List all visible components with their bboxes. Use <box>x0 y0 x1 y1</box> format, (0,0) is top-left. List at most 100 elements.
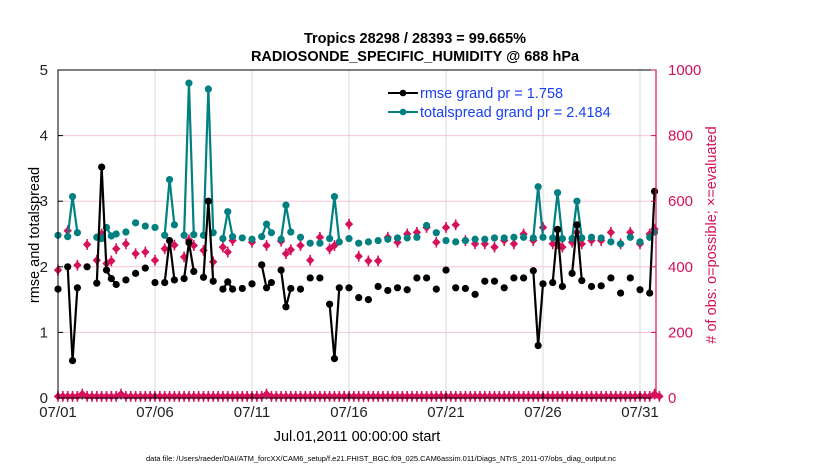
rmse-point <box>573 221 581 229</box>
rmse-point <box>122 276 130 284</box>
y2-tick-label: 400 <box>668 259 693 276</box>
rmse-point <box>224 278 232 286</box>
rmse-point <box>258 261 266 269</box>
totalspread-point <box>185 79 193 87</box>
totalspread-point <box>112 230 120 238</box>
y-axis-label: rmse and totalspread <box>27 167 43 303</box>
rmse-segment <box>95 167 103 284</box>
rmse-point <box>209 277 217 285</box>
rmse-point <box>578 276 586 285</box>
totalspread-segment <box>333 196 341 242</box>
legend-label-rmse: rmse grand pr = 1.758 <box>420 86 563 102</box>
y2-tick-label: 1000 <box>668 62 701 79</box>
rmse-point <box>423 274 431 282</box>
rmse-point <box>471 290 479 298</box>
totalspread-point <box>432 229 440 237</box>
totalspread-point <box>520 233 528 241</box>
rmse-point <box>185 238 193 247</box>
totalspread-point <box>578 234 586 242</box>
rmse-point <box>568 269 576 277</box>
totalspread-segment <box>571 201 579 239</box>
totalspread-point <box>282 201 290 209</box>
legend-item-totalspread: totalspread grand pr = 2.4184 <box>388 105 611 121</box>
y-tick-label: 3 <box>40 193 48 210</box>
totalspread-point <box>267 229 275 237</box>
rmse-point <box>93 279 101 287</box>
totalspread-point <box>558 234 567 243</box>
totalspread-point <box>481 235 489 243</box>
x-tick-label: 07/16 <box>330 404 368 421</box>
rmse-segment <box>71 287 79 361</box>
y-tick-label: 0 <box>40 390 48 407</box>
rmse-point <box>316 274 324 282</box>
rmse-point <box>102 266 111 274</box>
totalspread-point <box>330 193 339 201</box>
totalspread-segment <box>556 192 564 239</box>
rmse-segment <box>551 229 559 283</box>
totalspread-segment <box>551 192 559 239</box>
totalspread-segment <box>280 204 288 240</box>
totalspread-point <box>316 239 324 247</box>
totalspread-point <box>553 189 562 197</box>
legend-item-rmse: rmse grand pr = 1.758 <box>388 86 563 102</box>
totalspread-point <box>587 233 596 241</box>
totalspread-point <box>132 219 140 227</box>
rmse-point <box>549 278 557 287</box>
totalspread-point <box>500 234 508 242</box>
totalspread-point <box>68 193 77 201</box>
rmse-point <box>141 264 149 272</box>
rmse-point <box>432 285 440 293</box>
rmse-point <box>355 294 363 302</box>
rmse-segment <box>280 269 288 307</box>
chart-subtitle: RADIOSONDE_SPECIFIC_HUMIDITY @ 688 hPa <box>251 49 580 65</box>
x-axis-ticks: 07/01 07/06 07/11 07/16 07/21 07/26 07/31 <box>39 393 659 421</box>
rmse-point <box>277 266 285 274</box>
rmse-segment <box>260 264 268 289</box>
totalspread-point <box>335 238 343 246</box>
totalspread-point <box>355 239 363 247</box>
totalspread-point <box>549 234 557 242</box>
rmse-point <box>345 284 353 292</box>
rmse-segment <box>207 201 215 282</box>
rmse-segment <box>168 240 176 281</box>
totalspread-point <box>151 223 159 232</box>
rmse-point <box>267 278 275 287</box>
totalspread-point <box>258 233 266 241</box>
rmse-segment <box>575 224 583 281</box>
y2-axis-ticks: 0 200 400 600 800 1000 <box>651 62 701 407</box>
totalspread-segment <box>328 196 336 239</box>
rmse-point <box>553 225 562 234</box>
totalspread-point <box>287 228 295 236</box>
rmse-point <box>650 187 659 195</box>
rmse-point <box>461 284 469 293</box>
x-tick-label: 07/26 <box>524 404 562 421</box>
rmse-point <box>558 282 567 291</box>
totalspread-point <box>141 222 149 230</box>
totalspread-point <box>296 233 305 241</box>
legend-label-totalspread: totalspread grand pr = 2.4184 <box>420 105 611 121</box>
rmse-point <box>636 286 644 294</box>
rmse-point <box>112 280 120 289</box>
rmse-segment <box>66 266 74 361</box>
totalspread-segment <box>284 204 292 233</box>
totalspread-segment <box>163 179 171 236</box>
totalspread-point <box>224 208 232 216</box>
totalspread-segment <box>226 211 234 237</box>
rmse-point <box>529 267 537 275</box>
rmse-point <box>219 285 227 293</box>
rmse-point <box>374 282 382 291</box>
y2-tick-label: 800 <box>668 128 693 145</box>
totalspread-point <box>539 233 547 241</box>
totalspread-point <box>170 221 178 229</box>
rmse-point <box>248 280 256 288</box>
rmse-point <box>330 355 339 363</box>
totalspread-point <box>180 231 188 239</box>
rmse-point <box>326 300 334 308</box>
totalspread-point <box>345 234 353 243</box>
totalspread-point <box>573 197 581 205</box>
rmse-segment <box>202 201 210 278</box>
y-tick-label: 2 <box>40 259 48 276</box>
rmse-point <box>646 289 654 297</box>
totalspread-segment <box>202 88 210 236</box>
totalspread-point <box>98 234 106 243</box>
